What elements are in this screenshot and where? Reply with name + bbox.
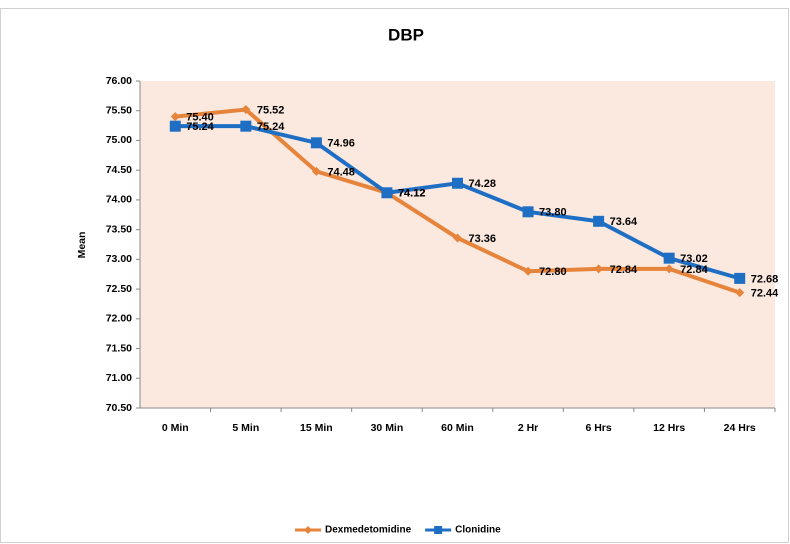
x-tick-label: 15 Min	[300, 422, 333, 434]
marker	[310, 137, 322, 149]
y-tick-label: 76.00	[106, 75, 132, 87]
data-label: 73.02	[680, 253, 708, 265]
marker	[664, 264, 674, 274]
plot-area	[140, 81, 775, 408]
data-label: 72.80	[539, 266, 567, 278]
x-tick-label: 6 Hrs	[585, 422, 611, 434]
data-label: 73.36	[469, 233, 497, 245]
data-label: 75.24	[257, 121, 285, 133]
data-label: 74.96	[327, 138, 355, 150]
data-label: 75.52	[257, 104, 285, 116]
y-axis-label: Mean	[76, 232, 88, 259]
data-label: 74.12	[398, 188, 426, 200]
marker	[170, 112, 180, 122]
y-tick-label: 75.00	[106, 134, 132, 146]
marker	[169, 120, 181, 132]
data-label: 72.84	[680, 264, 708, 276]
y-tick-label: 73.50	[106, 223, 132, 235]
y-tick-label: 72.50	[106, 283, 132, 295]
marker	[663, 252, 675, 264]
y-tick-label: 74.00	[106, 194, 132, 206]
y-tick-label: 74.50	[106, 164, 132, 176]
data-label: 72.68	[751, 273, 779, 285]
data-label: 74.12	[398, 188, 426, 200]
legend-label: Clonidine	[455, 525, 501, 536]
data-label: 74.48	[327, 166, 355, 178]
x-tick-label: 5 Min	[232, 422, 259, 434]
x-tick-label: 60 Min	[441, 422, 474, 434]
marker	[304, 526, 312, 534]
x-tick-label: 0 Min	[162, 422, 189, 434]
y-tick-label: 75.50	[106, 105, 132, 117]
y-tick-label: 73.00	[106, 253, 132, 265]
data-label: 72.44	[751, 288, 779, 300]
marker	[453, 233, 462, 243]
marker	[735, 288, 745, 298]
marker	[240, 120, 252, 132]
marker	[522, 206, 534, 218]
y-tick-label: 70.50	[106, 402, 132, 414]
marker	[593, 215, 605, 227]
data-label: 72.84	[610, 264, 638, 276]
data-label: 73.80	[539, 207, 567, 219]
marker	[452, 177, 463, 189]
marker	[434, 526, 443, 534]
marker	[381, 187, 393, 199]
data-label: 73.64	[610, 216, 638, 228]
marker	[523, 266, 533, 276]
marker	[594, 264, 604, 274]
marker	[241, 105, 251, 115]
marker	[311, 166, 321, 176]
x-tick-label: 30 Min	[371, 422, 404, 434]
data-label: 75.24	[186, 121, 214, 133]
data-label: 75.40	[186, 112, 214, 124]
x-tick-label: 12 Hrs	[653, 422, 685, 434]
x-tick-label: 2 Hr	[518, 422, 538, 434]
marker	[734, 272, 746, 284]
chart-title: DBP	[388, 25, 424, 44]
data-label: 74.28	[469, 178, 497, 190]
x-tick-label: 24 Hrs	[724, 422, 756, 434]
y-tick-label: 71.00	[106, 372, 132, 384]
y-tick-label: 72.00	[106, 313, 132, 325]
legend-label: Dexmedetomidine	[325, 525, 412, 536]
y-tick-label: 71.50	[106, 342, 132, 354]
